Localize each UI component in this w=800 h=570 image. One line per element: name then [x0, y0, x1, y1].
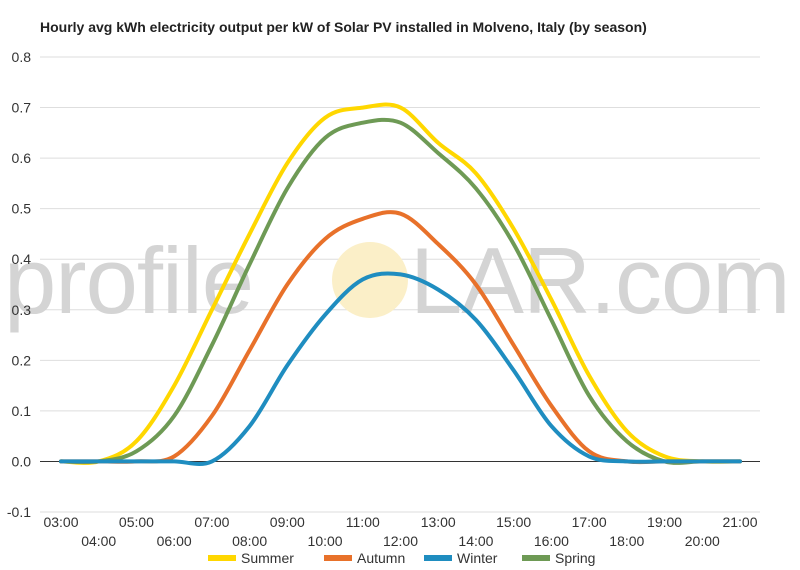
watermark-text-prefix: profile [4, 228, 253, 333]
legend-swatch-autumn [324, 555, 352, 561]
series-line-spring [59, 117, 742, 465]
watermark-logo: profile LAR.com [4, 228, 791, 333]
x-tick-label: 08:00 [232, 533, 267, 549]
x-axis-ticks: 03:0004:0005:0006:0007:0008:0009:0010:00… [43, 514, 757, 549]
legend-label-autumn: Autumn [357, 550, 405, 566]
y-tick-label: 0.2 [12, 352, 32, 368]
x-tick-label: 09:00 [270, 514, 305, 530]
x-tick-label: 12:00 [383, 533, 418, 549]
y-tick-label: 0.4 [12, 251, 32, 267]
x-tick-label: 11:00 [346, 514, 380, 530]
x-tick-label: 04:00 [81, 533, 116, 549]
x-tick-label: 15:00 [496, 514, 531, 530]
x-tick-label: 20:00 [685, 533, 720, 549]
x-tick-label: 16:00 [534, 533, 569, 549]
x-tick-label: 21:00 [722, 514, 757, 530]
watermark-sun-icon [332, 242, 408, 318]
legend-label-spring: Spring [555, 550, 595, 566]
x-tick-label: 06:00 [157, 533, 192, 549]
y-tick-label: 0.1 [12, 403, 32, 419]
x-tick-label: 05:00 [119, 514, 154, 530]
x-tick-label: 03:00 [43, 514, 78, 530]
x-tick-label: 10:00 [308, 533, 343, 549]
legend-swatch-spring [522, 555, 550, 561]
legend-swatch-winter [424, 555, 452, 561]
watermark-text-suffix: LAR.com [410, 228, 790, 333]
y-tick-label: -0.1 [7, 504, 31, 520]
legend: Summer Autumn Winter Spring [208, 550, 595, 566]
y-tick-label: 0.7 [12, 100, 32, 116]
x-tick-label: 19:00 [647, 514, 682, 530]
y-axis-ticks: 0.8 0.7 0.6 0.5 0.4 0.3 0.2 0.1 0.0 -0.1 [7, 49, 31, 520]
series-line-winter [59, 271, 742, 466]
legend-label-summer: Summer [241, 550, 294, 566]
legend-swatch-summer [208, 555, 236, 561]
x-tick-label: 13:00 [421, 514, 456, 530]
series-lines [59, 102, 742, 466]
legend-label-winter: Winter [457, 550, 498, 566]
x-tick-label: 18:00 [609, 533, 644, 549]
y-tick-label: 0.3 [12, 302, 32, 318]
x-tick-label: 14:00 [458, 533, 493, 549]
y-tick-label: 0.6 [12, 150, 32, 166]
chart-title: Hourly avg kWh electricity output per kW… [40, 19, 647, 35]
y-tick-label: 0.8 [12, 49, 32, 65]
x-tick-label: 17:00 [572, 514, 607, 530]
y-tick-label: 0.5 [12, 201, 32, 217]
y-tick-label: 0.0 [12, 453, 32, 469]
x-tick-label: 07:00 [194, 514, 229, 530]
series-line-summer [59, 102, 742, 465]
